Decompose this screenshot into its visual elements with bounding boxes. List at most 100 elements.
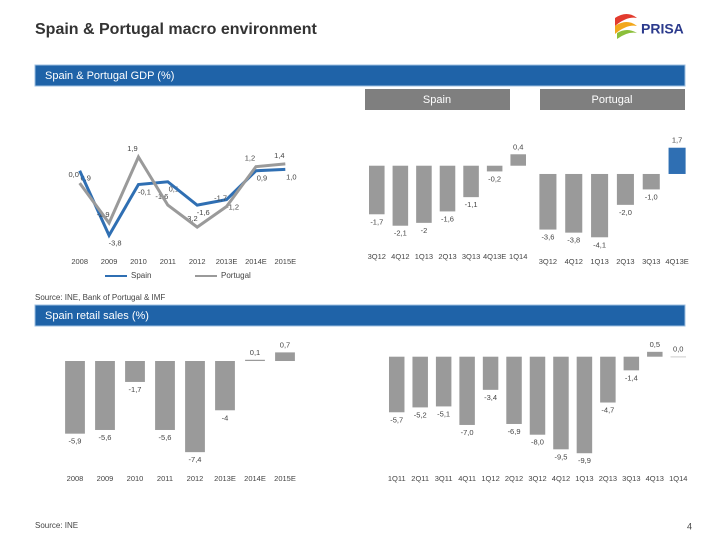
bar (616, 173, 634, 205)
x-tick-label: 4Q13E (665, 257, 688, 266)
bar (600, 356, 616, 403)
bar (670, 356, 687, 358)
x-tick-label: 2012 (189, 257, 206, 266)
x-tick-label: 1Q14 (509, 252, 527, 261)
bar (553, 356, 569, 450)
bar (435, 356, 452, 407)
value-label: -1,6 (441, 214, 454, 223)
x-tick-label: 3Q12 (539, 257, 557, 266)
x-tick-label: 4Q12 (552, 474, 570, 483)
value-label: 1,0 (286, 172, 296, 181)
x-tick-label: 1Q14 (669, 474, 687, 483)
x-tick-label: 4Q13E (483, 252, 506, 261)
value-label: -1,4 (625, 373, 638, 382)
x-tick-label: 2012 (187, 474, 204, 483)
x-tick-label: 1Q13 (575, 474, 593, 483)
value-label: -1,1 (465, 200, 478, 209)
value-label: -5,6 (99, 433, 112, 442)
value-label: -2,1 (394, 229, 407, 238)
x-tick-label: 1Q11 (388, 474, 406, 483)
x-tick-label: 2015E (274, 474, 296, 483)
value-label: 0,1 (169, 185, 179, 194)
value-label: -3,8 (567, 236, 580, 245)
x-tick-label: 2008 (67, 474, 84, 483)
value-label: -5,6 (159, 433, 172, 442)
x-tick-label: 2Q12 (505, 474, 523, 483)
bar (155, 361, 175, 430)
bar (245, 359, 265, 362)
bar (369, 165, 385, 215)
x-tick-label: 1Q13 (590, 257, 608, 266)
x-tick-label: 2009 (97, 474, 114, 483)
value-label: 0,1 (250, 348, 260, 357)
bar (642, 173, 660, 190)
x-tick-label: 2011 (160, 257, 176, 266)
value-label: -1,2 (226, 203, 239, 212)
value-label: -5,1 (437, 409, 450, 418)
value-label: -9,5 (554, 452, 567, 461)
value-label: -1,0 (645, 192, 658, 201)
value-label: 0,4 (513, 142, 523, 151)
bar (506, 356, 522, 424)
x-tick-label: 1Q12 (481, 474, 499, 483)
bar (459, 356, 475, 425)
x-tick-label: 2Q13 (438, 252, 456, 261)
bar (463, 165, 479, 198)
value-label: 1,7 (672, 136, 682, 145)
value-label: -4,7 (601, 406, 614, 415)
x-tick-label: 2Q13 (616, 257, 634, 266)
x-tick-label: 3Q13 (462, 252, 480, 261)
value-label: -5,7 (390, 415, 403, 424)
value-label: 0,0 (673, 345, 683, 354)
x-tick-label: 4Q12 (565, 257, 583, 266)
x-tick-label: 3Q13 (622, 474, 640, 483)
value-label: -7,0 (461, 428, 474, 437)
bar (215, 361, 235, 411)
value-label: -2 (421, 226, 428, 235)
line (78, 167, 286, 239)
section-bar (34, 304, 686, 327)
section-title: Spain & Portugal GDP (%) (45, 70, 174, 82)
tab (540, 89, 685, 110)
x-tick-label: 2013E (216, 257, 238, 266)
value-label: 0,9 (257, 174, 267, 183)
value-label: -4,1 (593, 240, 606, 249)
section-bar (34, 64, 686, 87)
value-label: 0,5 (650, 340, 660, 349)
bar (482, 356, 499, 390)
value-label: -1,6 (197, 208, 210, 217)
value-label: -3,8 (109, 238, 122, 247)
source: Source: INE (35, 521, 78, 530)
value-label: -3,2 (185, 214, 198, 223)
x-tick-label: 2009 (101, 257, 118, 266)
value-label: -4 (222, 413, 229, 422)
legend-label: Spain (131, 271, 151, 280)
x-tick-label: 2011 (157, 474, 173, 483)
bar (647, 351, 663, 357)
value-label: -6,9 (508, 427, 521, 436)
value-label: 0,0 (68, 170, 78, 179)
value-label: -1,7 (129, 385, 142, 394)
value-label: -7,4 (189, 455, 202, 464)
value-label: -2,0 (619, 208, 632, 217)
x-tick-label: 2013E (214, 474, 236, 483)
slide-title: Spain & Portugal macro environment (35, 21, 318, 38)
x-tick-label: 2Q11 (411, 474, 429, 483)
bar (529, 356, 546, 435)
bar (623, 356, 640, 371)
value-label: -3,6 (541, 233, 554, 242)
tab (365, 89, 510, 110)
x-tick-label: 2010 (127, 474, 144, 483)
bar (668, 147, 686, 174)
logo-icon (615, 14, 637, 39)
tab-label: Spain (423, 94, 451, 106)
bar (388, 356, 405, 413)
value-label: -0,1 (138, 187, 151, 196)
source: Source: INE, Bank of Portugal & IMF (35, 293, 165, 302)
bar (510, 154, 526, 166)
x-tick-label: 3Q12 (368, 252, 386, 261)
logo-text: PRISA (641, 21, 684, 37)
value-label: -3,4 (484, 393, 497, 402)
bar (416, 165, 432, 223)
